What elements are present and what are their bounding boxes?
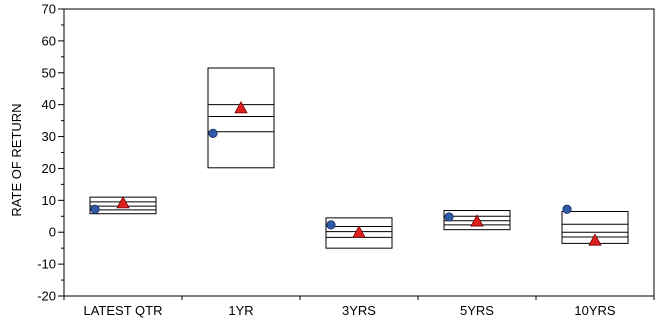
circle-marker <box>444 212 454 222</box>
y-tick-label: 60 <box>42 33 56 48</box>
triangle-marker <box>470 214 484 227</box>
x-axis: LATEST QTR 1YR 3YRS 5YRS 10YRS <box>63 296 655 318</box>
box-1 <box>207 67 275 169</box>
y-tick-label: 30 <box>42 129 56 144</box>
y-tick-label: 0 <box>49 225 56 240</box>
triangle-marker <box>116 196 130 209</box>
triangle-marker <box>588 233 602 246</box>
y-tick-label: 70 <box>42 2 56 17</box>
y-axis: -20 -10 0 10 20 30 40 50 60 70 <box>37 2 64 304</box>
y-tick-label: 40 <box>42 97 56 112</box>
y-tick-label: 20 <box>42 161 56 176</box>
circle-marker <box>562 204 572 214</box>
triangle-marker <box>234 101 248 114</box>
circle-marker <box>326 220 336 230</box>
x-tick-label: 1YR <box>228 303 253 318</box>
plot-area <box>63 8 655 297</box>
triangle-marker <box>352 225 366 238</box>
circle-marker <box>208 128 218 138</box>
y-tick-label: -10 <box>37 257 56 272</box>
y-tick-label: 50 <box>42 65 56 80</box>
x-tick-label: 3YRS <box>342 303 376 318</box>
boxes-layer <box>89 67 629 249</box>
x-tick-label: 10YRS <box>574 303 616 318</box>
x-tick-label: 5YRS <box>460 303 494 318</box>
plot-border <box>63 8 655 297</box>
markers-layer <box>90 101 602 246</box>
circle-marker <box>90 204 100 214</box>
y-tick-label: -20 <box>37 289 56 304</box>
y-tick-label: 10 <box>42 193 56 208</box>
y-axis-title: RATE OF RETURN <box>9 103 24 216</box>
x-tick-label: LATEST QTR <box>84 303 163 318</box>
